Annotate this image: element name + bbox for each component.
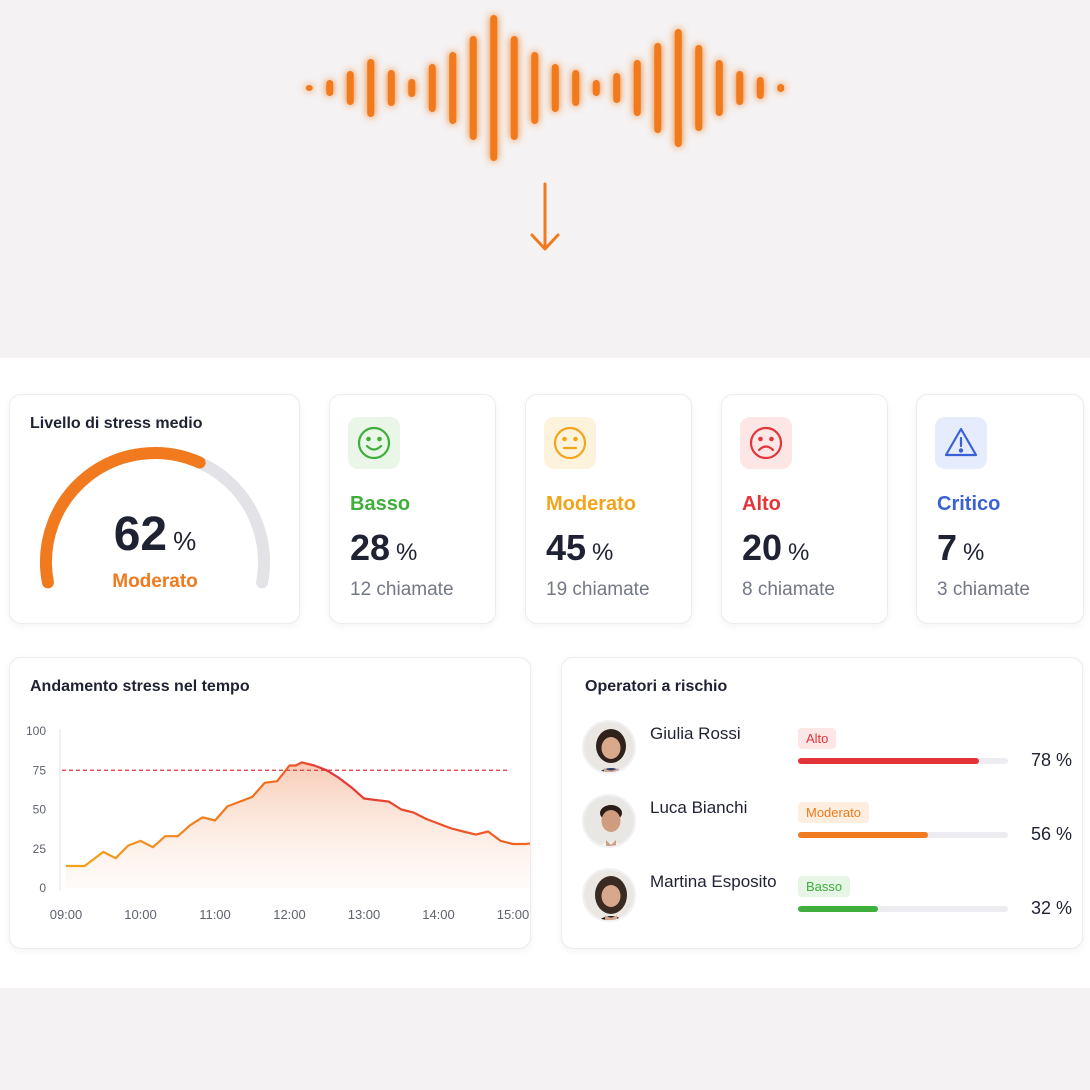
level-card-alto: Alto 20% 8 chiamate bbox=[721, 394, 888, 624]
wave-bar bbox=[326, 80, 334, 96]
risk-percent: 32 % bbox=[1030, 898, 1072, 918]
wave-bar bbox=[777, 84, 785, 92]
level-call-count: 12 chiamate bbox=[350, 579, 454, 600]
risk-percent: 78 % bbox=[1030, 750, 1072, 770]
y-tick-label: 100 bbox=[26, 724, 46, 738]
x-tick-label: 13:00 bbox=[348, 907, 381, 922]
stress-gauge bbox=[40, 447, 270, 589]
level-percent: 7% bbox=[937, 527, 985, 568]
wave-bar bbox=[654, 43, 662, 133]
wave-bar bbox=[695, 45, 703, 131]
stress-trend-chart: 0 25 50 75 100 09:00 10:00 11:00 12:00 13:00 14:00… bbox=[26, 724, 530, 922]
x-tick-label: 10:00 bbox=[124, 907, 157, 922]
risk-bar-fill bbox=[798, 906, 878, 912]
wave-bar bbox=[736, 71, 744, 105]
operators-title: Operatori a rischio bbox=[585, 678, 728, 695]
operator-row[interactable]: Luca Bianchi Moderato 56 % bbox=[582, 794, 1072, 854]
arrow-down-icon bbox=[530, 182, 560, 251]
wave-bar bbox=[469, 36, 477, 140]
risk-bar-track bbox=[798, 758, 1008, 764]
footer-band bbox=[0, 988, 1090, 1090]
x-tick-label: 15:00 bbox=[497, 907, 530, 922]
wave-bar bbox=[674, 29, 682, 147]
level-call-count: 8 chiamate bbox=[742, 579, 835, 600]
hero-section bbox=[0, 0, 1090, 358]
level-percent: 45% bbox=[546, 527, 614, 568]
avatar-man-icon bbox=[582, 794, 636, 848]
y-tick-label: 0 bbox=[39, 881, 46, 895]
operator-name: Martina Esposito bbox=[650, 872, 777, 891]
operator-row[interactable]: Giulia Rossi Alto 78 % bbox=[582, 720, 1072, 780]
wave-bar bbox=[408, 79, 416, 97]
risk-badge: Moderato bbox=[798, 802, 869, 823]
stress-line bbox=[66, 761, 530, 868]
operator-row[interactable]: Martina Esposito Basso 32 % bbox=[582, 868, 1072, 928]
level-name: Basso bbox=[350, 493, 411, 515]
warning-icon bbox=[935, 417, 987, 469]
x-tick-label: 14:00 bbox=[422, 907, 455, 922]
wave-bar bbox=[346, 71, 354, 105]
neutral-face-icon bbox=[544, 417, 596, 469]
wave-bar bbox=[613, 73, 621, 103]
wave-bar bbox=[305, 85, 313, 91]
risk-bar-fill bbox=[798, 758, 979, 764]
wave-bar bbox=[387, 70, 395, 106]
wave-bar bbox=[592, 80, 600, 96]
level-call-count: 19 chiamate bbox=[546, 579, 650, 600]
y-tick-label: 25 bbox=[33, 842, 47, 856]
wave-bar bbox=[490, 15, 498, 161]
stress-area bbox=[66, 762, 530, 888]
x-tick-label: 11:00 bbox=[199, 907, 231, 922]
gauge-level-label: Moderato bbox=[112, 571, 198, 592]
risk-badge: Alto bbox=[798, 728, 837, 749]
level-percent: 20% bbox=[742, 527, 810, 568]
avatar-woman-icon bbox=[582, 720, 636, 774]
wave-bar bbox=[551, 64, 559, 112]
sad-face-icon bbox=[740, 417, 792, 469]
risk-bar-fill bbox=[798, 832, 929, 838]
risk-badge: Basso bbox=[798, 876, 851, 897]
x-tick-label: 12:00 bbox=[273, 907, 306, 922]
wave-bar bbox=[633, 60, 641, 116]
y-tick-label: 75 bbox=[33, 763, 47, 777]
trend-title: Andamento stress nel tempo bbox=[30, 678, 250, 695]
dashboard-panel: Livello di stress medio 62% Moderato Bas… bbox=[0, 358, 1090, 988]
wave-bar bbox=[572, 70, 580, 106]
level-call-count: 3 chiamate bbox=[937, 579, 1030, 600]
risk-bar-track bbox=[798, 906, 1008, 912]
y-tick-label: 50 bbox=[33, 803, 47, 817]
level-percent: 28% bbox=[350, 527, 418, 568]
sound-wave-icon bbox=[305, 15, 785, 251]
operators-at-risk-card: Operatori a rischio Giulia Rossi Alto 78… bbox=[561, 657, 1083, 949]
level-card-moderato: Moderato 45% 19 chiamate bbox=[525, 394, 692, 624]
risk-bar-track bbox=[798, 832, 1008, 838]
level-name: Critico bbox=[937, 493, 1001, 515]
operator-name: Luca Bianchi bbox=[650, 798, 748, 817]
gauge-title: Livello di stress medio bbox=[30, 415, 203, 432]
avatar-woman-icon bbox=[582, 868, 636, 922]
smile-icon bbox=[348, 417, 400, 469]
stress-trend-card: Andamento stress nel tempo 0 25 50 75 100 09:… bbox=[9, 657, 531, 949]
level-name: Moderato bbox=[546, 493, 636, 515]
wave-bar bbox=[531, 52, 539, 124]
wave-bar bbox=[428, 64, 436, 112]
level-name: Alto bbox=[742, 493, 781, 515]
gauge-value: 62% bbox=[113, 508, 197, 561]
wave-bar bbox=[510, 36, 518, 140]
level-card-critico: Critico 7% 3 chiamate bbox=[916, 394, 1084, 624]
stress-gauge-card: Livello di stress medio 62% Moderato bbox=[9, 394, 300, 624]
wave-bar bbox=[715, 60, 723, 116]
x-tick-label: 09:00 bbox=[50, 907, 83, 922]
level-card-basso: Basso 28% 12 chiamate bbox=[329, 394, 496, 624]
risk-percent: 56 % bbox=[1030, 824, 1072, 844]
wave-bar bbox=[756, 77, 764, 99]
wave-bar bbox=[449, 52, 457, 124]
operator-name: Giulia Rossi bbox=[650, 724, 741, 743]
wave-bar bbox=[367, 59, 375, 117]
